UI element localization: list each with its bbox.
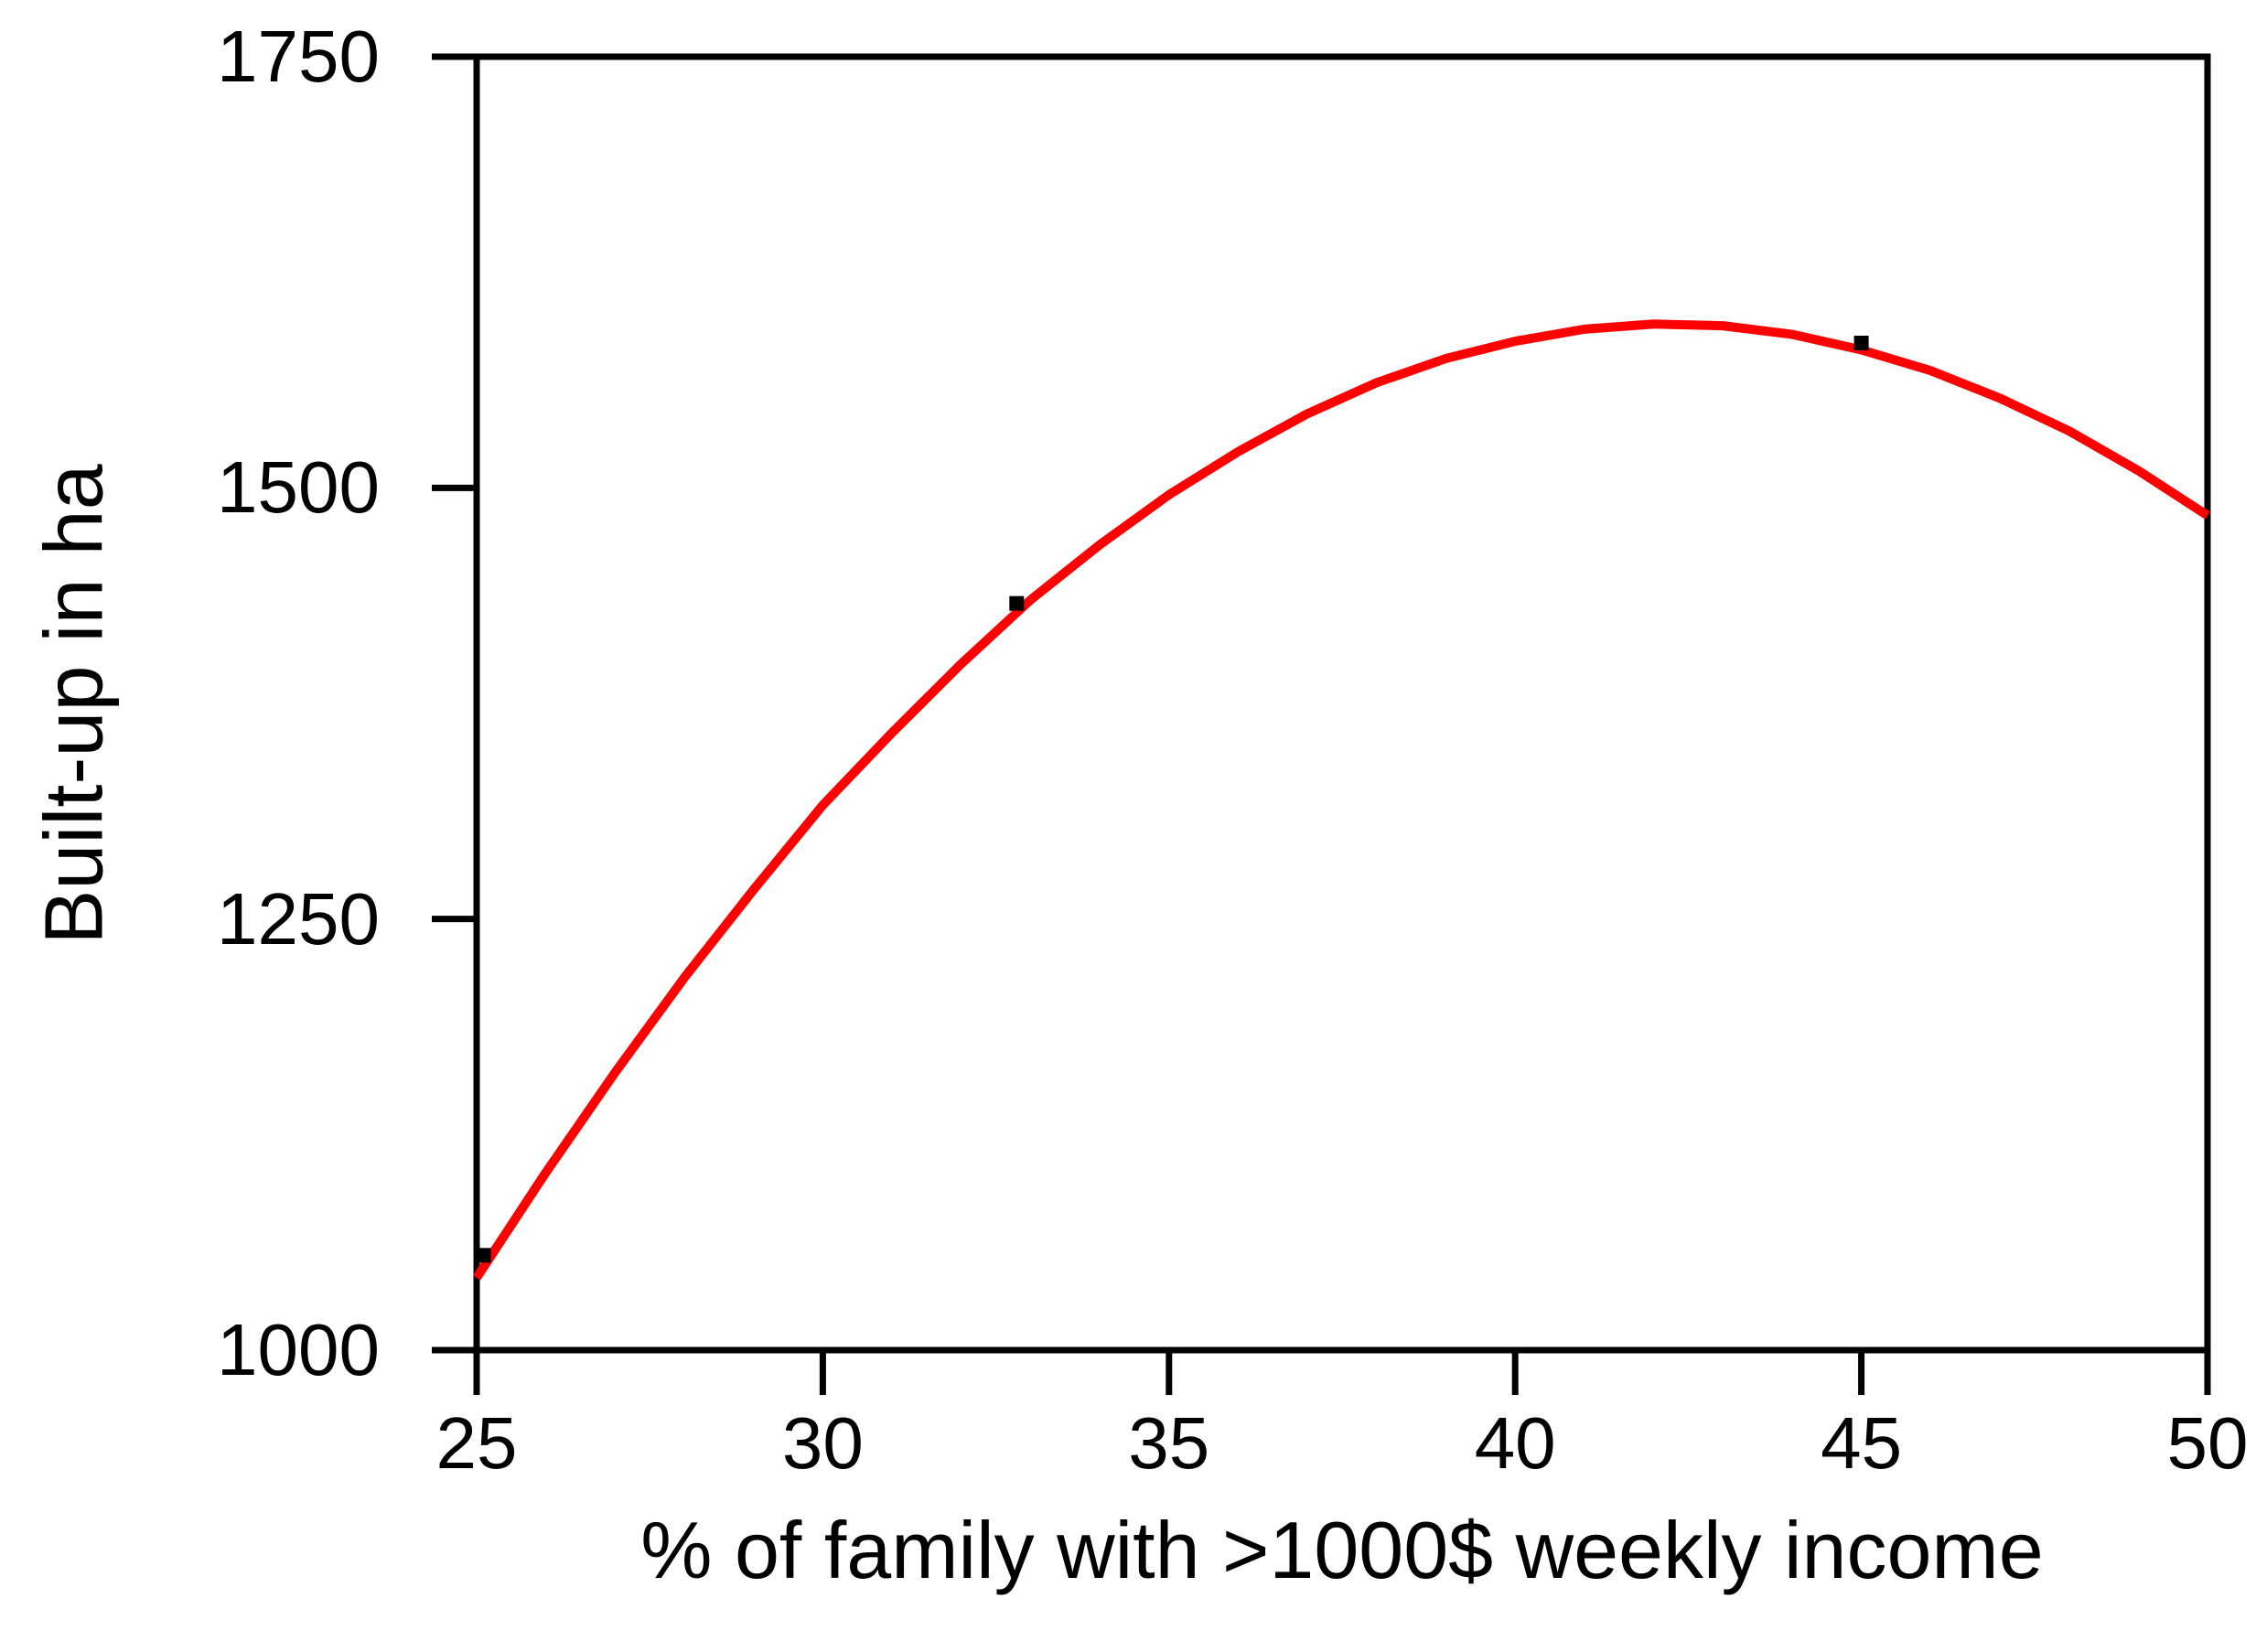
y-tick-label: 1750	[217, 16, 380, 97]
y-axis-title: Built-up in ha	[28, 464, 121, 945]
x-tick-label: 50	[2166, 1402, 2249, 1484]
x-tick-label: 30	[781, 1402, 864, 1484]
x-tick-label: 25	[435, 1402, 518, 1484]
x-tick-label: 45	[1821, 1402, 1903, 1484]
data-point-marker	[1853, 335, 1869, 350]
x-tick-label: 40	[1474, 1402, 1556, 1484]
x-axis-ticks	[473, 1350, 2211, 1395]
y-tick-label: 1000	[217, 1309, 380, 1390]
y-axis-ticks	[432, 53, 477, 1354]
data-point-marker	[1009, 595, 1025, 611]
x-tick-label: 35	[1128, 1402, 1210, 1484]
scatter-point-markers	[476, 335, 1869, 1263]
fitted-curve-line	[472, 319, 2210, 1281]
y-tick-label: 1250	[217, 877, 380, 960]
data-point-marker	[476, 1248, 491, 1263]
y-tick-label: 1500	[217, 446, 380, 529]
x-axis-title: % of family with >1000$ weekly income	[640, 1505, 2044, 1595]
plot-border	[473, 53, 2211, 1354]
